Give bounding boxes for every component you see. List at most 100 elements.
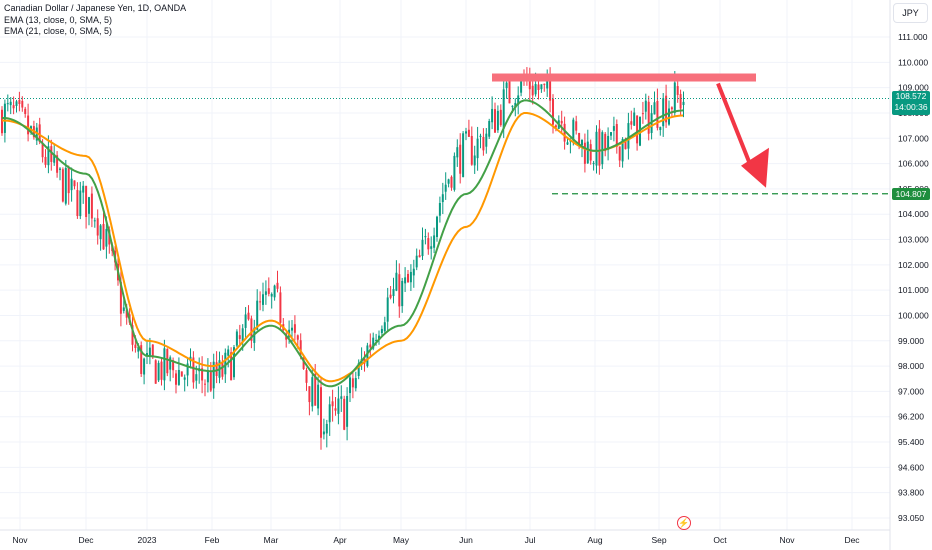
- candle-body: [169, 357, 172, 370]
- y-tick-label: 103.000: [898, 235, 929, 245]
- candle-body: [21, 100, 24, 108]
- candle-body: [630, 121, 633, 125]
- lightning-icon[interactable]: ⚡: [677, 516, 691, 530]
- candle-body: [549, 78, 552, 101]
- candle-body: [427, 238, 430, 250]
- candle-body: [172, 360, 175, 371]
- candle-body: [227, 349, 230, 356]
- x-tick-label: Jul: [525, 535, 536, 545]
- x-tick-label: May: [393, 535, 410, 545]
- candle-body: [633, 112, 636, 126]
- candle-body: [64, 167, 67, 204]
- candle-body: [192, 357, 195, 383]
- candle-body: [511, 105, 514, 107]
- candle-body: [148, 347, 151, 357]
- current-price-badge: 108.572 14:00:36: [892, 91, 930, 115]
- candle-body: [366, 345, 369, 367]
- candle-body: [273, 285, 276, 298]
- candle-body: [291, 327, 293, 331]
- candle-body: [102, 223, 105, 250]
- candle-body: [212, 361, 215, 389]
- candle-body: [473, 155, 476, 166]
- candle-body: [610, 132, 612, 136]
- candle-body: [636, 115, 639, 144]
- candle-body: [195, 374, 198, 381]
- candle-body: [502, 89, 505, 129]
- candle-body: [418, 255, 421, 258]
- candle-body: [508, 81, 511, 104]
- candle-body: [615, 124, 618, 147]
- candle-body: [644, 100, 647, 112]
- candle-body: [578, 132, 581, 147]
- candle-body: [325, 423, 328, 434]
- candle-body: [305, 370, 308, 383]
- candle-body: [656, 100, 659, 128]
- candle-body: [494, 109, 496, 133]
- candle-body: [459, 144, 462, 174]
- candle-body: [259, 301, 262, 303]
- candle-body: [682, 101, 685, 106]
- candle-body: [456, 147, 459, 158]
- candle-body: [96, 218, 99, 236]
- symbol-title: Canadian Dollar / Japanese Yen, 1D, OAND…: [4, 3, 187, 13]
- candle-body: [41, 143, 44, 158]
- candle-body: [59, 168, 61, 170]
- candle-body: [105, 228, 108, 247]
- candle-body: [668, 108, 670, 125]
- y-tick-label: 95.400: [898, 437, 924, 447]
- candle-body: [380, 328, 383, 334]
- x-tick-label: Feb: [205, 535, 220, 545]
- candlestick-series: [1, 67, 685, 450]
- candle-body: [131, 325, 134, 345]
- candle-body: [328, 404, 331, 423]
- candle-body: [453, 155, 456, 190]
- candle-body: [592, 162, 595, 165]
- candle-body: [618, 146, 621, 161]
- candle-body: [340, 396, 343, 399]
- candle-body: [676, 86, 679, 95]
- y-tick-label: 98.000: [898, 361, 924, 371]
- candle-body: [331, 401, 334, 407]
- candle-body: [235, 331, 238, 346]
- candle-body: [566, 142, 569, 145]
- y-tick-label: 96.200: [898, 412, 924, 422]
- candle-body: [375, 339, 378, 342]
- candle-body: [56, 155, 59, 173]
- x-tick-label: Sep: [651, 535, 666, 545]
- candle-body: [627, 123, 630, 149]
- x-tick-label: Dec: [844, 535, 860, 545]
- x-tick-label: Dec: [78, 535, 94, 545]
- x-tick-label: Nov: [779, 535, 795, 545]
- candle-body: [476, 138, 479, 159]
- candle-body: [383, 322, 386, 332]
- candle-body: [53, 154, 56, 163]
- candle-body: [357, 363, 360, 376]
- currency-button[interactable]: JPY: [893, 3, 928, 23]
- candle-body: [601, 132, 604, 165]
- candle-body: [430, 246, 433, 249]
- candle-body: [496, 110, 499, 131]
- candle-body: [409, 271, 412, 283]
- y-tick-label: 104.000: [898, 209, 929, 219]
- candle-body: [276, 282, 279, 289]
- candle-body: [90, 193, 93, 219]
- candle-body: [61, 169, 64, 202]
- candle-body: [76, 190, 79, 217]
- candle-body: [209, 372, 212, 391]
- candle-body: [450, 176, 453, 188]
- y-tick-label: 99.000: [898, 336, 924, 346]
- candle-body: [270, 293, 273, 297]
- candle-body: [47, 146, 50, 166]
- candle-body: [308, 386, 311, 403]
- y-tick-label: 100.000: [898, 310, 929, 320]
- candle-body: [317, 384, 320, 409]
- candle-body: [482, 136, 485, 151]
- candle-body: [186, 363, 189, 376]
- candle-body: [421, 239, 424, 257]
- candle-body: [154, 360, 157, 384]
- candle-body: [38, 124, 41, 143]
- y-tick-label: 93.800: [898, 488, 924, 498]
- candle-body: [241, 328, 244, 342]
- candle-body: [514, 102, 517, 109]
